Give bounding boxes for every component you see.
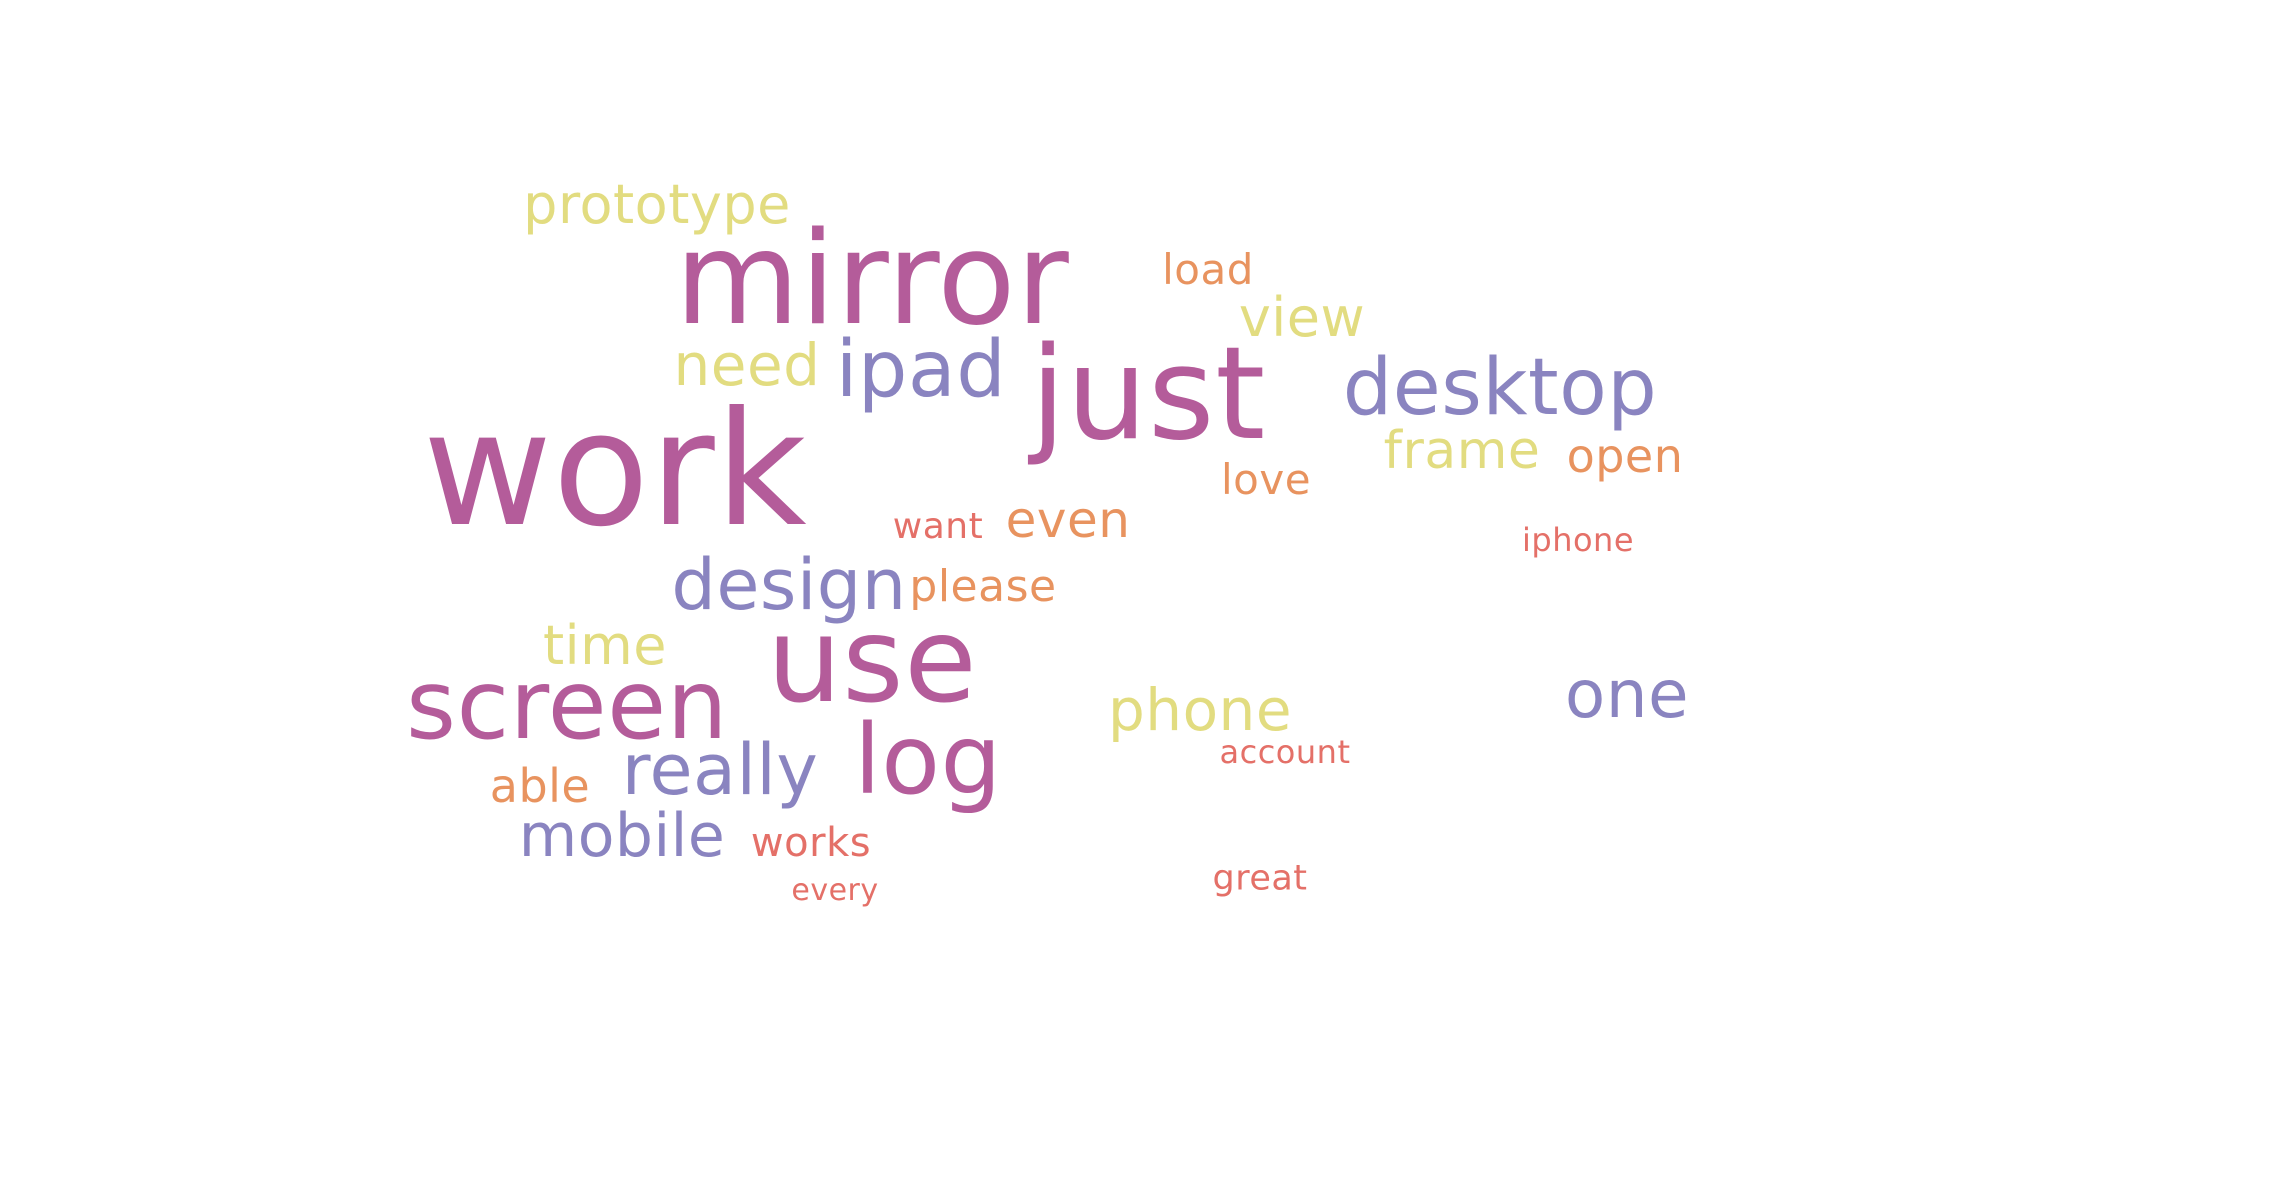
cloud-word-view: view [1238,286,1366,349]
cloud-word-love: love [1220,455,1312,504]
cloud-word-great: great [1212,858,1308,899]
cloud-word-iphone: iphone [1521,521,1635,559]
cloud-word-prototype: prototype [523,173,791,236]
cloud-word-every: every [791,873,879,908]
cloud-word-log: log [854,704,1002,816]
cloud-word-mobile: mobile [518,801,726,871]
cloud-word-able: able [489,759,591,813]
cloud-word-frame: frame [1383,421,1541,481]
cloud-word-just: just [1030,320,1266,469]
cloud-word-even: even [1005,491,1131,549]
cloud-word-use: use [766,591,978,729]
cloud-word-load: load [1162,245,1254,294]
cloud-word-phone: phone [1107,676,1293,744]
cloud-word-ipad: ipad [835,325,1007,415]
cloud-word-work: work [422,378,808,562]
cloud-word-works: works [750,820,872,866]
cloud-word-want: want [892,506,984,547]
cloud-word-need: need [673,331,821,399]
cloud-word-screen: screen [405,649,729,761]
cloud-word-time: time [542,614,668,677]
cloud-word-mirror: mirror [674,205,1070,354]
cloud-word-open: open [1566,429,1684,483]
cloud-word-design: design [671,544,907,626]
cloud-word-please: please [909,561,1057,612]
cloud-word-account: account [1219,733,1351,771]
cloud-word-really: really [621,729,819,811]
cloud-word-one: one [1564,656,1690,733]
cloud-word-desktop: desktop [1342,343,1658,433]
